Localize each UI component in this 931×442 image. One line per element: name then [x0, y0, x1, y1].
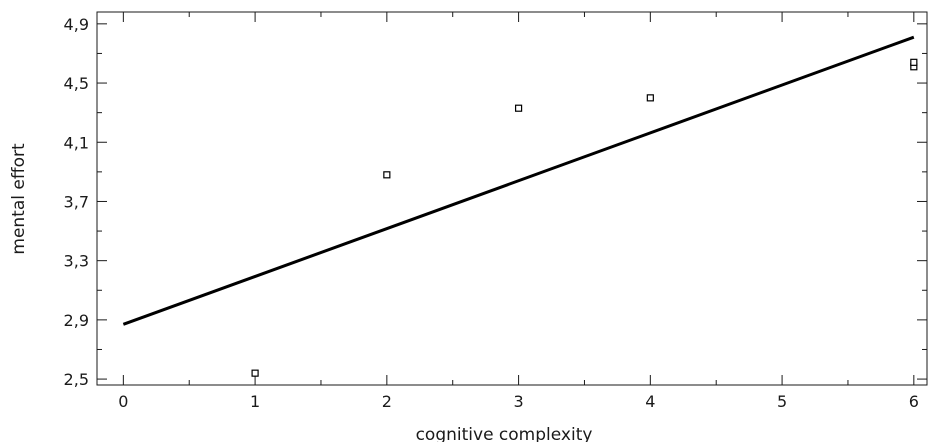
x-tick-label: 1 — [250, 392, 260, 411]
x-tick-label: 6 — [909, 392, 919, 411]
y-tick-label: 3,7 — [64, 192, 89, 211]
scatter-point — [251, 369, 259, 377]
y-tick-label: 4,9 — [64, 15, 89, 34]
data-marks — [122, 35, 918, 377]
y-axis-title: mental effort — [9, 143, 29, 255]
y-tick-label: 2,9 — [64, 311, 89, 330]
scatter-point — [514, 104, 523, 112]
scatter-point — [646, 94, 654, 102]
axis-ticks — [97, 12, 927, 385]
x-tick-label: 5 — [777, 392, 787, 411]
x-tick-label: 0 — [118, 392, 128, 411]
x-tick-label: 2 — [382, 392, 392, 411]
x-tick-labels: 0 1 2 3 4 5 6 — [118, 392, 919, 411]
scatter-point — [383, 171, 391, 179]
y-tick-labels: 2,5 2,9 3,3 3,7 4,1 4,5 4,9 — [64, 15, 89, 389]
y-tick-label: 2,5 — [64, 370, 89, 389]
y-tick-label: 4,5 — [64, 74, 89, 93]
y-tick-label: 4,1 — [64, 133, 89, 152]
scatter-point — [910, 58, 918, 66]
x-tick-label: 4 — [645, 392, 655, 411]
x-axis-title: cognitive complexity — [416, 425, 593, 442]
y-tick-label: 3,3 — [64, 252, 89, 271]
plot-frame — [96, 11, 928, 386]
regression-line — [122, 35, 915, 326]
x-tick-label: 3 — [513, 392, 523, 411]
